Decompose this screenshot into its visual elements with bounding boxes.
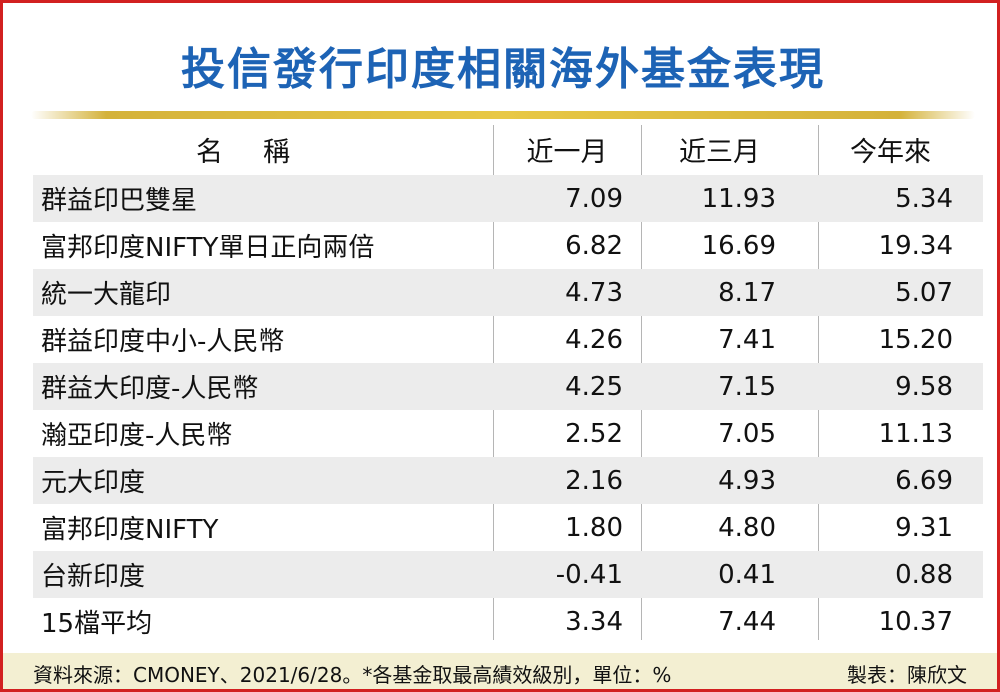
three-month-cell: 7.44 [718,606,776,637]
ytd-cell: 6.69 [895,465,953,496]
table-row: 群益大印度-人民幣 4.25 7.15 9.58 [33,363,983,410]
ytd-cell: 5.07 [895,277,953,308]
credit-note: 製表：陳欣文 [847,663,967,687]
header-1-month: 近一月 [526,136,608,168]
one-month-cell: 3.34 [565,606,623,637]
table-row: 富邦印度NIFTY 1.80 4.80 9.31 [33,504,983,551]
ytd-cell: 0.88 [895,559,953,590]
header-ytd: 今年來 [850,136,931,168]
one-month-cell: 4.73 [565,277,623,308]
fund-name-cell: 台新印度 [41,562,146,592]
table-row: 群益印度中小-人民幣 4.26 7.41 15.20 [33,316,983,363]
footer-bar [3,653,997,689]
ytd-cell: 9.58 [895,371,953,402]
table-header: 名稱 近一月 近三月 今年來 [33,123,983,175]
three-month-cell: 4.80 [718,512,776,543]
fund-name-cell: 15檔平均 [41,609,153,639]
ytd-cell: 11.13 [878,418,953,449]
fund-name-cell: 統一大龍印 [41,280,172,310]
header-name: 名稱 [196,136,330,168]
one-month-cell: 1.80 [565,512,623,543]
one-month-cell: 2.16 [565,465,623,496]
table-row: 富邦印度NIFTY單日正向兩倍 6.82 16.69 19.34 [33,222,983,269]
fund-name-cell: 富邦印度NIFTY單日正向兩倍 [41,233,375,263]
fund-name-cell: 群益印巴雙星 [41,186,198,216]
three-month-cell: 16.69 [701,230,776,261]
three-month-cell: 11.93 [701,183,776,214]
header-3-month: 近三月 [679,136,760,168]
one-month-cell: 2.52 [565,418,623,449]
fund-name-cell: 群益印度中小-人民幣 [41,327,285,357]
title-divider [31,111,975,119]
fund-name-cell: 群益大印度-人民幣 [41,374,259,404]
one-month-cell: 4.26 [565,324,623,355]
fund-name-cell: 瀚亞印度-人民幣 [41,421,233,451]
table-body: 群益印巴雙星 7.09 11.93 5.34 富邦印度NIFTY單日正向兩倍 6.82 16… [33,175,983,645]
source-note: 資料來源：CMONEY、2021/6/28。*各基金取最高績效級別，單位：% [33,663,672,687]
table-row: 瀚亞印度-人民幣 2.52 7.05 11.13 [33,410,983,457]
three-month-cell: 7.15 [718,371,776,402]
table-row: 群益印巴雙星 7.09 11.93 5.34 [33,175,983,222]
three-month-cell: 7.05 [718,418,776,449]
ytd-cell: 5.34 [895,183,953,214]
one-month-cell: 7.09 [565,183,623,214]
three-month-cell: 7.41 [718,324,776,355]
one-month-cell: -0.41 [555,559,623,590]
ytd-cell: 19.34 [878,230,953,261]
three-month-cell: 4.93 [718,465,776,496]
one-month-cell: 6.82 [565,230,623,261]
table-row: 元大印度 2.16 4.93 6.69 [33,457,983,504]
fund-performance-table: 名稱 近一月 近三月 今年來 群益印巴雙星 7.09 11.93 5.34 富邦印度NI… [33,123,983,645]
ytd-cell: 10.37 [878,606,953,637]
fund-name-cell: 富邦印度NIFTY [41,515,219,545]
fund-name-cell: 元大印度 [41,468,146,498]
three-month-cell: 8.17 [718,277,776,308]
page-title: 投信發行印度相關海外基金表現 [181,44,825,95]
ytd-cell: 9.31 [895,512,953,543]
table-row: 15檔平均 3.34 7.44 10.37 [33,598,983,645]
table-row: 台新印度 -0.41 0.41 0.88 [33,551,983,598]
table-row: 統一大龍印 4.73 8.17 5.07 [33,269,983,316]
one-month-cell: 4.25 [565,371,623,402]
three-month-cell: 0.41 [718,559,776,590]
ytd-cell: 15.20 [878,324,953,355]
